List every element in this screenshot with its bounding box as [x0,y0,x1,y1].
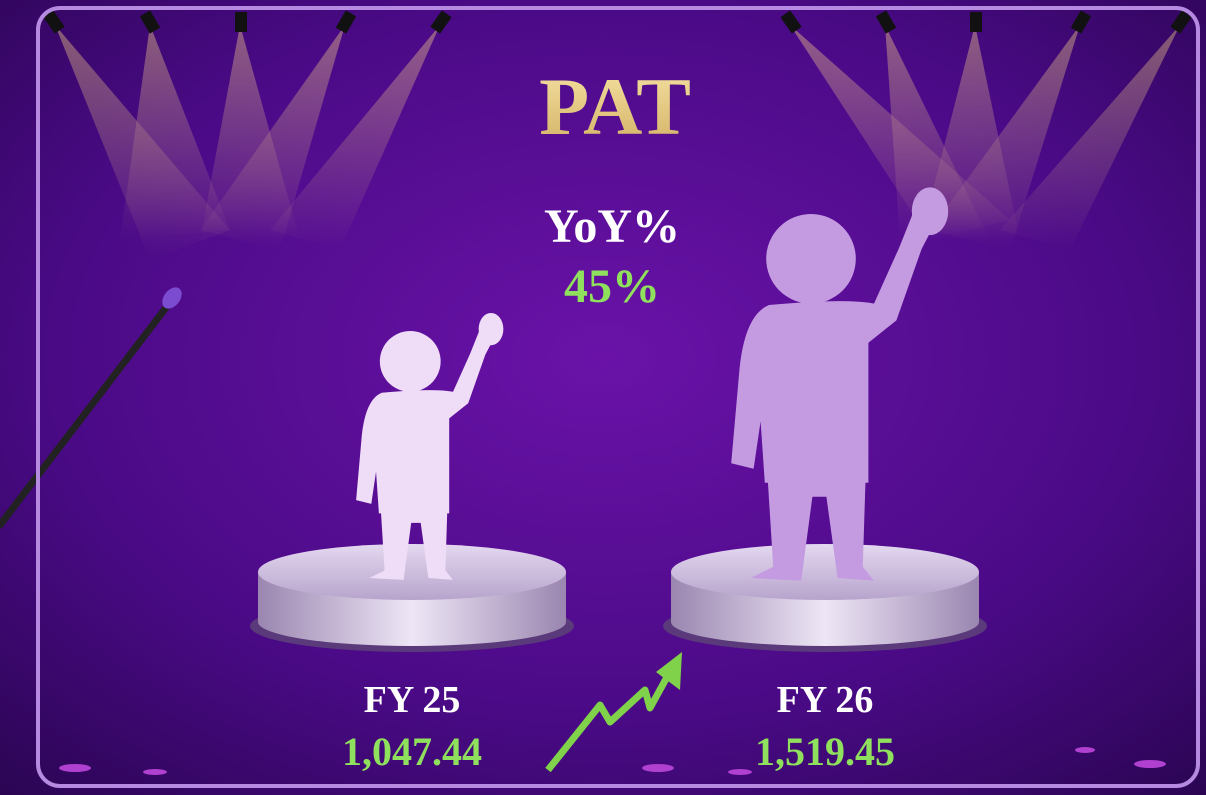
period-value: 1,519.45 [755,729,895,774]
page: PAT YoY% 45% FY 25 1,047.44 FY 26 1,519.… [0,0,1206,795]
stage: PAT YoY% 45% FY 25 1,047.44 FY 26 1,519.… [0,0,1206,795]
growth-value: 45% [564,260,660,313]
podium [663,544,987,652]
period-label: FY 26 [777,679,874,721]
title: PAT [539,61,691,152]
period-label: FY 25 [364,679,461,721]
podium [250,544,574,652]
growth-label: YoY% [544,200,680,253]
period-value: 1,047.44 [342,729,482,774]
